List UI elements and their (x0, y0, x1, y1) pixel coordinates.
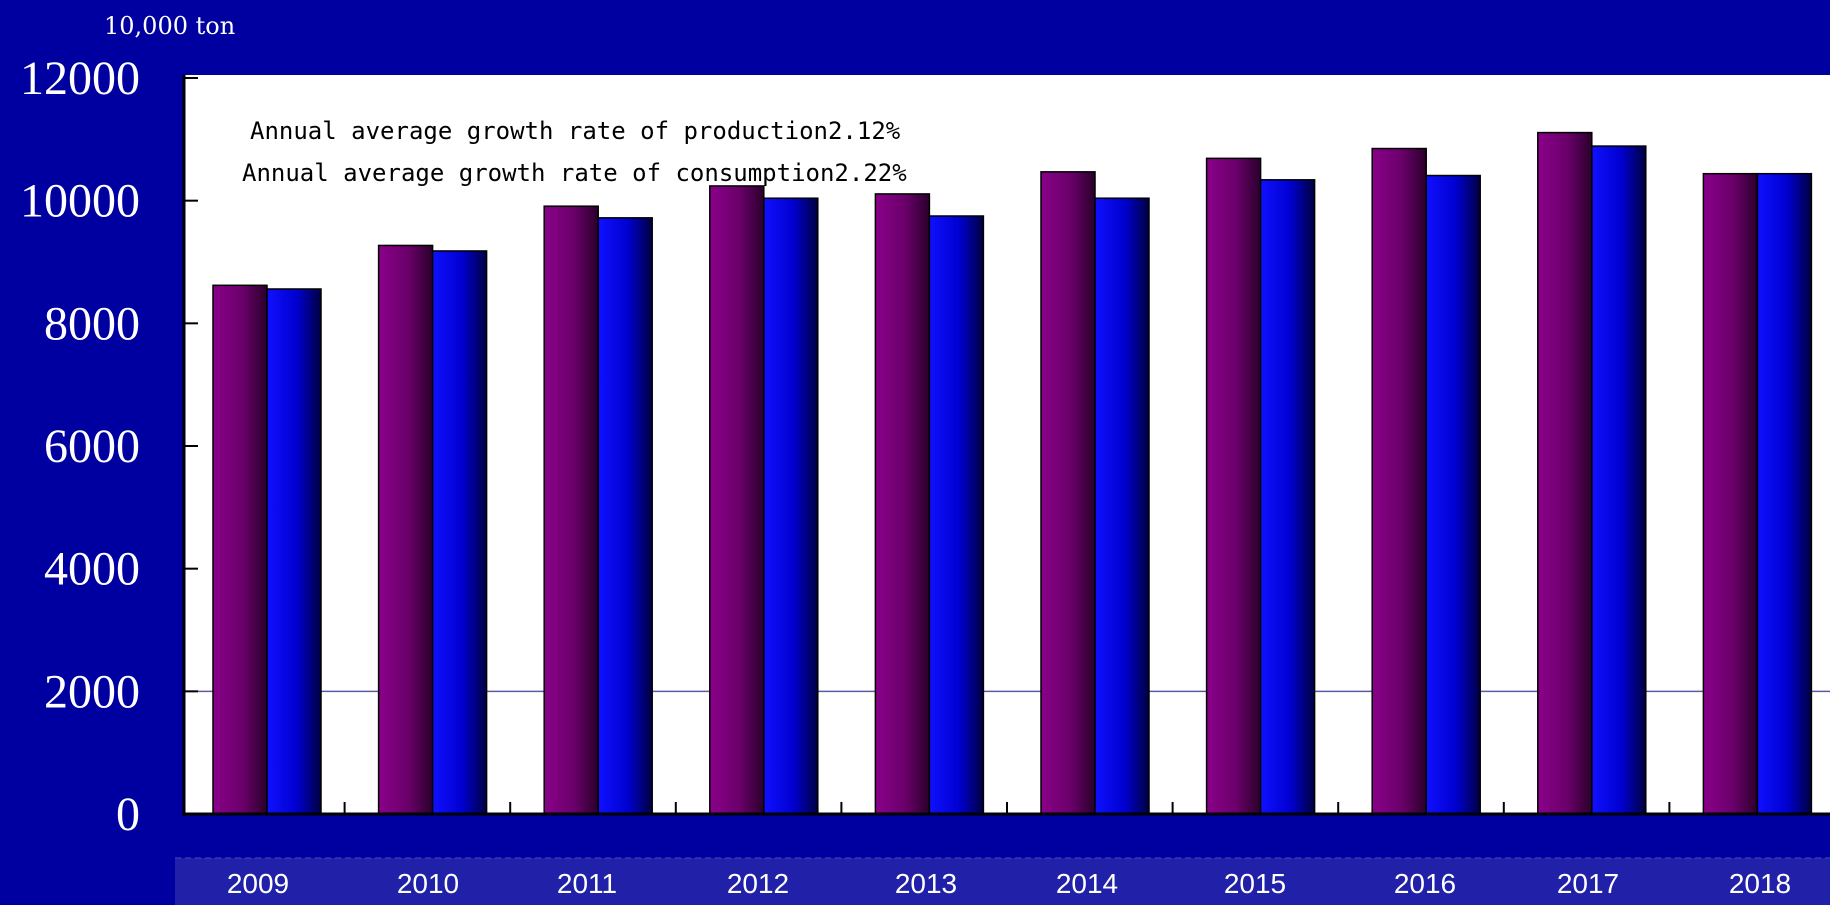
x-label-band (175, 858, 1830, 905)
y-tick-label: 8000 (44, 297, 140, 350)
y-tick-label: 6000 (44, 420, 140, 473)
bar-series-1-2011 (543, 205, 599, 815)
bar-series-2-2017 (1591, 145, 1647, 815)
bar-series-1-2012 (709, 185, 765, 815)
x-tick-label-2011: 2011 (557, 868, 617, 899)
bar-series-2-2010 (431, 250, 488, 815)
y-unit-label: 10,000 ton (104, 12, 235, 40)
bar-series-2-2016 (1425, 174, 1481, 815)
x-tick-label-2012: 2012 (727, 868, 789, 899)
x-tick-label-2018: 2018 (1729, 868, 1791, 899)
bar-series-2-2015 (1259, 179, 1316, 815)
bar-series-2-2014 (1094, 197, 1150, 815)
y-tick-label: 0 (116, 788, 140, 841)
bar-series-2-2018 (1756, 172, 1813, 815)
bar-series-2-2009 (266, 288, 322, 815)
x-tick-label-2009: 2009 (227, 868, 289, 899)
bar-series-1-2013 (874, 193, 931, 815)
x-tick-label-2010: 2010 (397, 868, 459, 899)
y-tick-label: 2000 (44, 665, 140, 718)
x-tick-label-2016: 2016 (1394, 868, 1456, 899)
annotation-consumption-growth: Annual average growth rate of consumptio… (242, 159, 907, 187)
y-tick-label: 4000 (44, 543, 140, 596)
y-ticks: 0 2000 4000 6000 8000 10000 12000 (20, 52, 198, 841)
bar-series-1-2010 (377, 244, 434, 815)
x-tick-label-2017: 2017 (1557, 868, 1619, 899)
bar-series-1-2016 (1371, 147, 1427, 815)
bars (212, 131, 1813, 815)
bar-series-1-2009 (212, 284, 268, 815)
x-tick-label-2014: 2014 (1056, 868, 1118, 899)
bar-series-1-2017 (1537, 131, 1593, 815)
bar-series-2-2011 (597, 217, 653, 815)
x-tick-label-2013: 2013 (895, 868, 957, 899)
x-ticks (343, 802, 1671, 814)
x-tick-labels: 2009 2010 2011 2012 2013 2014 2015 2016 2017 2018 (227, 868, 1791, 899)
bar-series-2-2013 (928, 215, 985, 815)
bar-series-1-2014 (1040, 171, 1096, 815)
y-tick-label: 10000 (20, 175, 140, 228)
annotation-production-growth: Annual average growth rate of production… (250, 117, 901, 145)
bar-series-1-2015 (1205, 157, 1262, 815)
x-tick-label-2015: 2015 (1224, 868, 1286, 899)
bar-series-1-2018 (1702, 172, 1759, 815)
y-tick-label: 12000 (20, 52, 140, 105)
bar-series-2-2012 (763, 197, 819, 815)
